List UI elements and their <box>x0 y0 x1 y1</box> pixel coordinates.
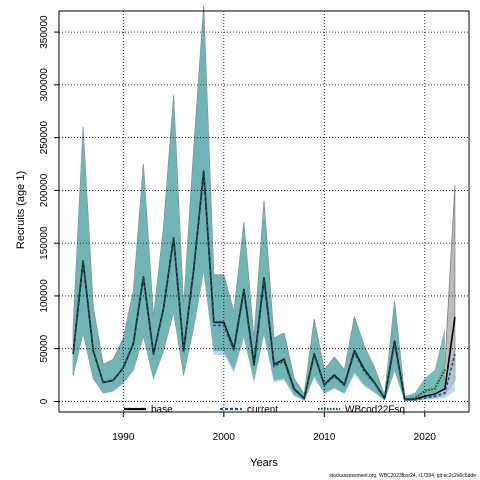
confidence-bands <box>72 5 456 401</box>
y-tick-label: 50000 <box>39 334 50 362</box>
x-tick-label: 2020 <box>414 432 437 443</box>
legend-label-base: base <box>151 405 173 416</box>
y-axis-label: Recruits (age 1) <box>15 171 27 249</box>
y-tick-label: 300000 <box>39 68 50 102</box>
legend: base current WBcod22Fsq <box>124 405 405 416</box>
grid-lines <box>59 11 469 412</box>
footer-note: stockassessment.org, WBC2023fbsr24, r173… <box>329 473 476 479</box>
y-tick-label: 100000 <box>39 279 50 313</box>
series-lines <box>72 170 456 401</box>
band-WBcod22Fsq <box>73 5 445 401</box>
x-axis-label: Years <box>250 457 278 469</box>
y-axis: 0 50000 100000 150000 200000 250000 300000 3500… <box>39 15 59 404</box>
x-axis: 1990 2000 2010 2020 <box>112 412 436 443</box>
x-tick-label: 1990 <box>112 432 135 443</box>
x-tick-label: 2010 <box>313 432 336 443</box>
x-tick-label: 2000 <box>213 432 236 443</box>
series-line-WBcod22Fsq <box>72 170 446 401</box>
y-tick-label: 200000 <box>39 173 50 207</box>
y-tick-label: 150000 <box>39 226 50 260</box>
y-tick-label: 0 <box>39 398 50 404</box>
legend-label-current: current <box>247 405 278 416</box>
y-tick-label: 350000 <box>39 15 50 49</box>
plot-frame <box>58 10 470 413</box>
y-tick-label: 250000 <box>39 121 50 155</box>
legend-label-WBcod22Fsq: WBcod22Fsq <box>345 405 405 416</box>
